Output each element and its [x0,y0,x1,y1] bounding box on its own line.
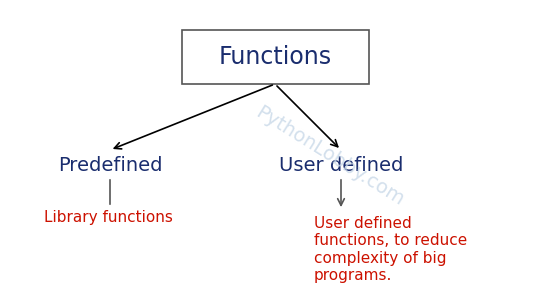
Text: User defined
functions, to reduce
complexity of big
programs.: User defined functions, to reduce comple… [314,216,467,283]
Bar [182,30,368,84]
Text: Library functions: Library functions [44,210,173,225]
Text: PythonLobby.com: PythonLobby.com [252,103,408,209]
Text: Predefined: Predefined [58,156,162,175]
Text: User defined: User defined [279,156,403,175]
Text: Functions: Functions [218,45,332,69]
